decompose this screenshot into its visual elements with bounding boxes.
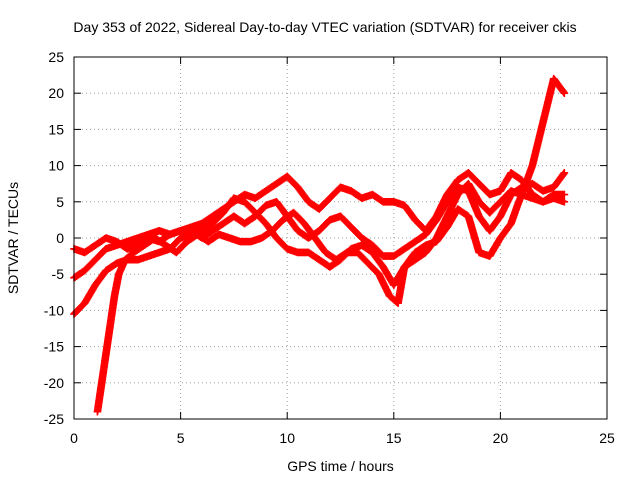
x-tick-label: 0 bbox=[70, 430, 78, 446]
data-point bbox=[559, 88, 568, 96]
x-tick-label: 25 bbox=[599, 430, 615, 446]
y-tick-label: 0 bbox=[56, 230, 64, 246]
y-tick-label: 5 bbox=[56, 194, 64, 210]
x-axis-label: GPS time / hours bbox=[287, 458, 394, 474]
y-tick-label: 20 bbox=[48, 85, 64, 101]
y-tick-label: -15 bbox=[44, 339, 64, 355]
data-point bbox=[560, 169, 569, 177]
y-tick-label: -10 bbox=[44, 302, 64, 318]
series-track-2 bbox=[70, 169, 569, 282]
chart-title: Day 353 of 2022, Sidereal Day-to-day VTE… bbox=[73, 19, 576, 35]
x-tick-label: 10 bbox=[279, 430, 295, 446]
y-axis-label: SDTVAR / TECUs bbox=[5, 182, 21, 294]
data-point bbox=[559, 170, 568, 178]
x-tick-label: 15 bbox=[386, 430, 402, 446]
axis-ticks: 0 5 10 15 20 25 -25 -20 -15 -10 -5 0 5 10 15 20 25 bbox=[44, 49, 615, 446]
y-tick-label: 25 bbox=[48, 49, 64, 65]
data-marks bbox=[70, 74, 569, 416]
data-point bbox=[560, 190, 569, 199]
x-tick-label: 5 bbox=[177, 430, 185, 446]
series-track-4 bbox=[93, 74, 569, 416]
x-tick-label: 20 bbox=[493, 430, 509, 446]
y-tick-label: 15 bbox=[48, 121, 64, 137]
data-point bbox=[560, 89, 569, 97]
y-tick-label: -5 bbox=[52, 266, 65, 282]
y-tick-label: -20 bbox=[44, 375, 64, 391]
plot-frame bbox=[73, 56, 608, 420]
y-tick-label: 10 bbox=[48, 158, 64, 174]
y-tick-label: -25 bbox=[44, 411, 64, 427]
data-point bbox=[560, 198, 569, 206]
